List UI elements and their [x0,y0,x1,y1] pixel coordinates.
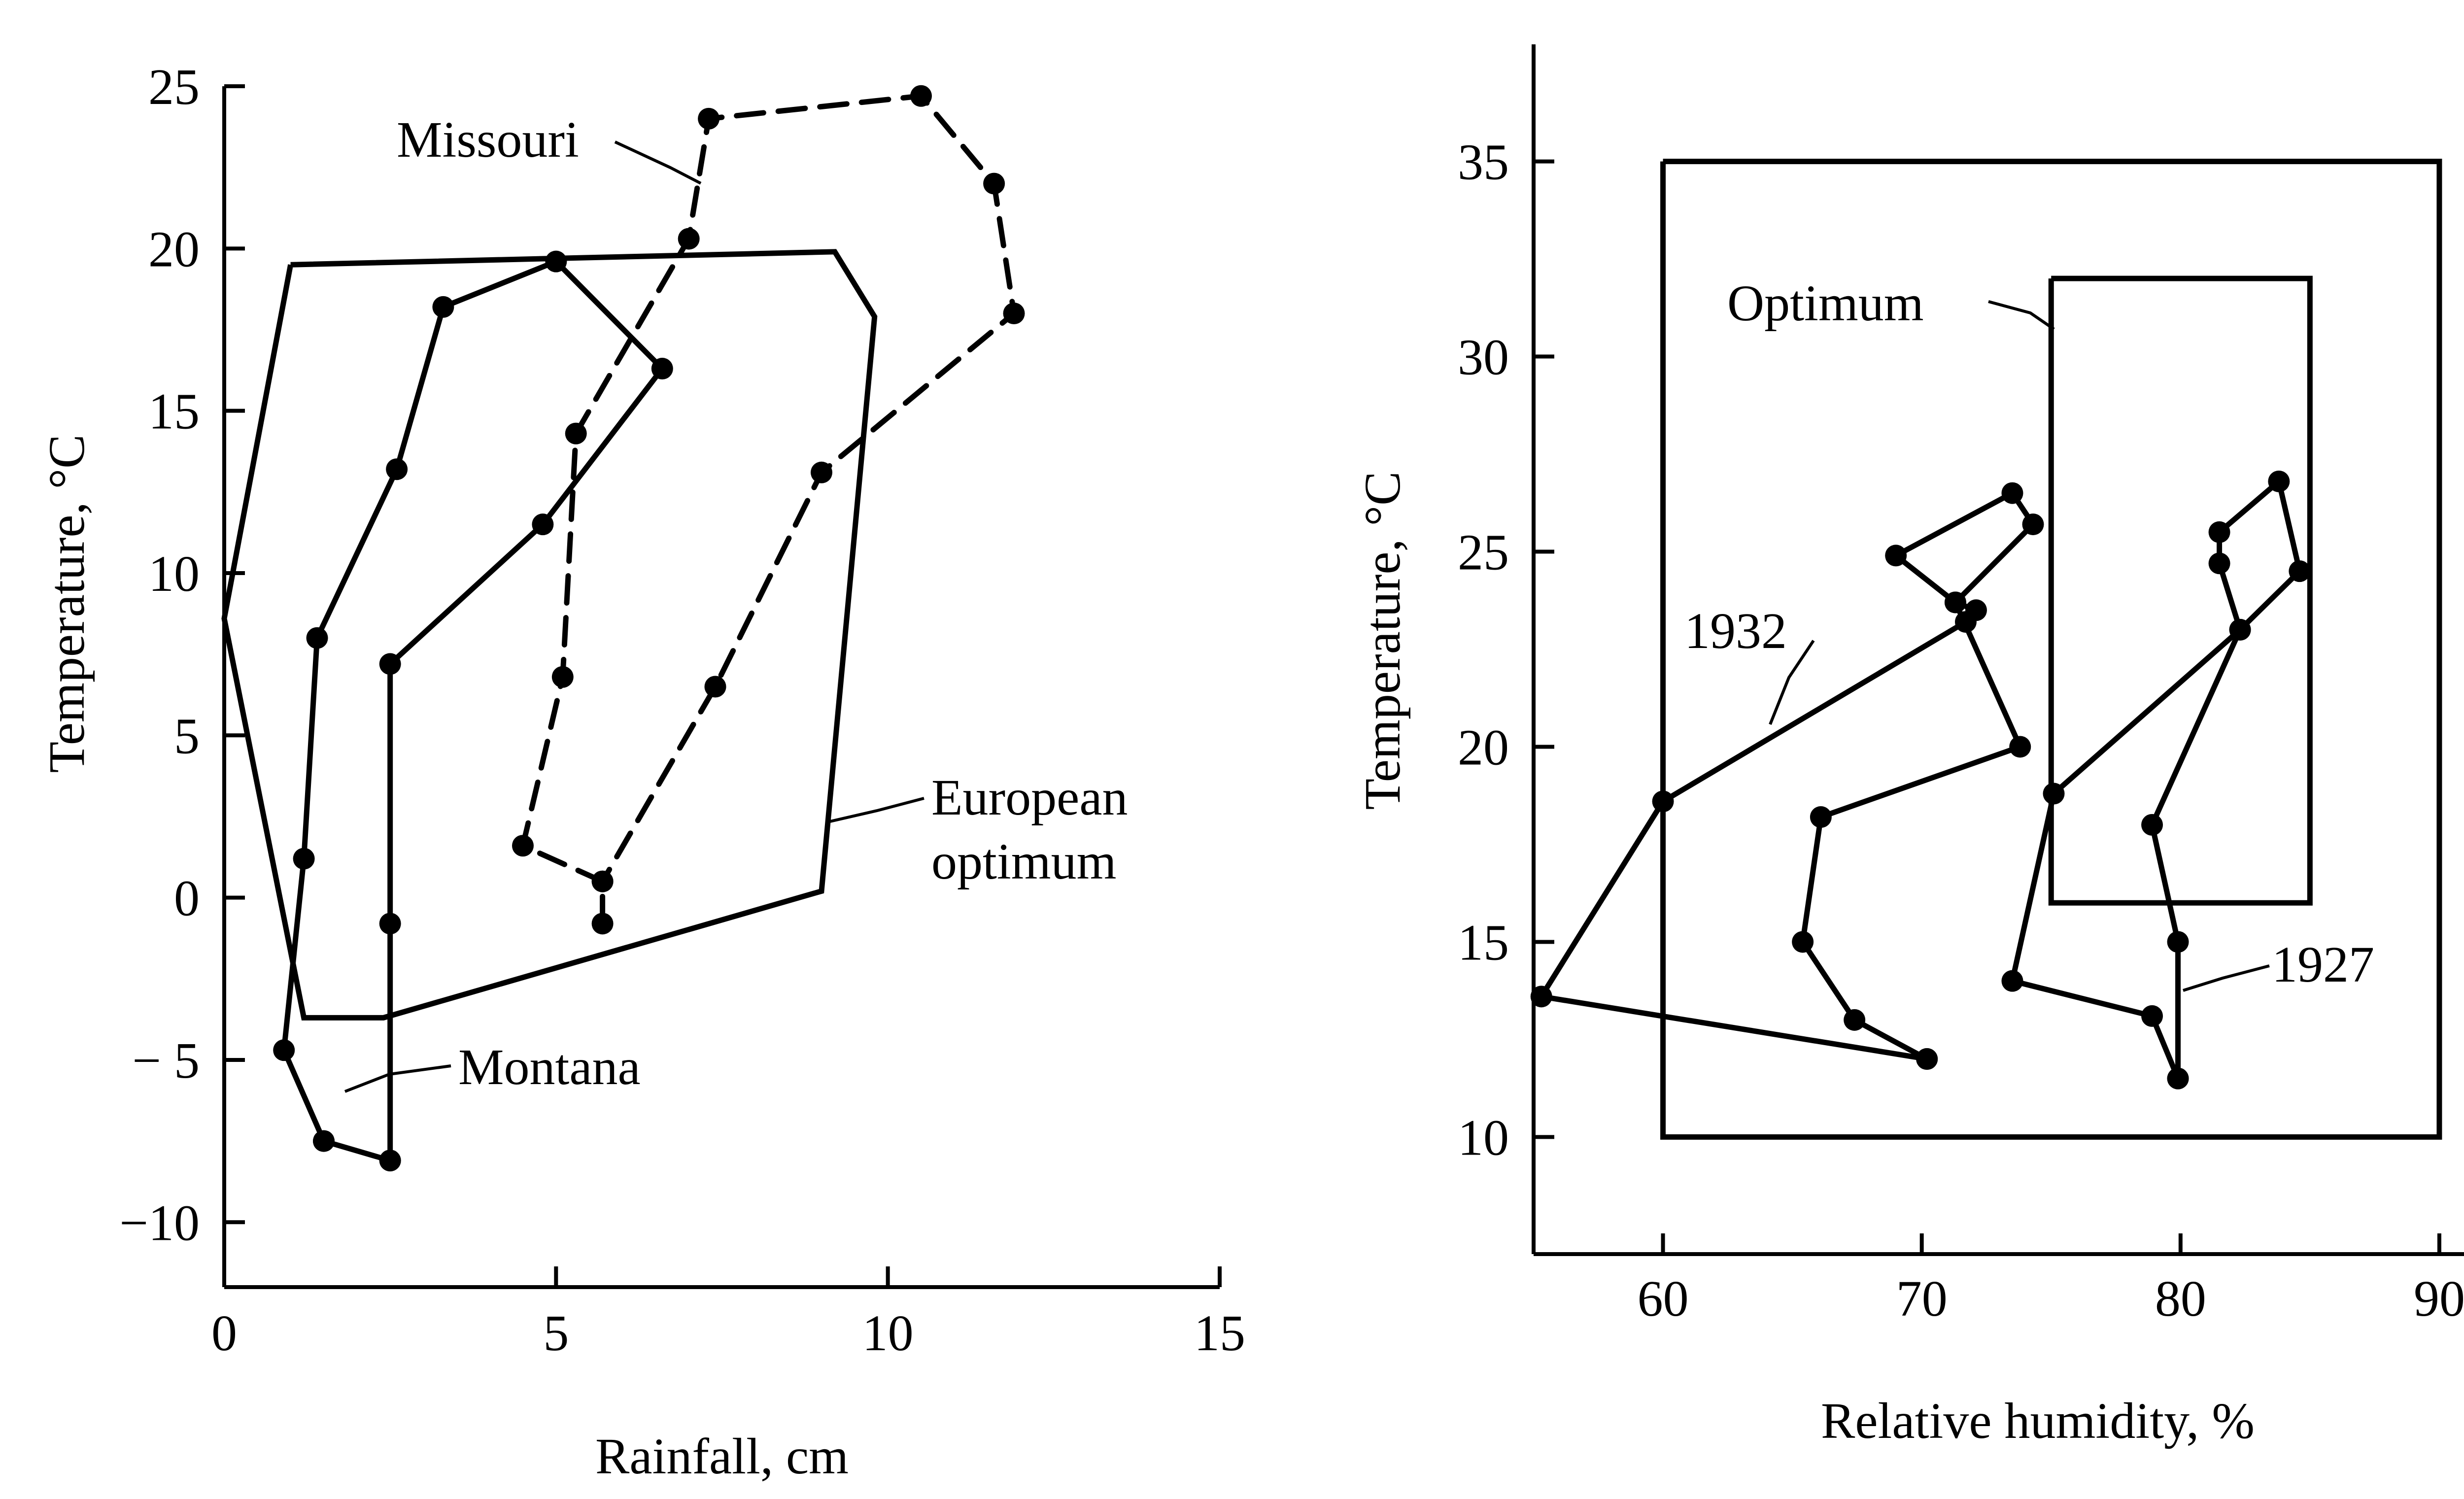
left-y-tick-label: 10 [148,545,200,602]
series-1932-point [1810,806,1832,828]
optimum-leader [1988,300,2055,331]
missouri-label: Missouri [397,111,579,168]
series-1932-point [1885,545,1907,567]
series-1932-point [2009,736,2031,758]
left-y-tick-label: − 5 [132,1032,200,1089]
rainfall-temperature-chart: 0 5 10 15 25 20 15 10 5 0 − 5 −10 Rainfall, cm Temp… [38,59,1245,1485]
series-missouri-point [565,422,587,444]
series-1927-point [2229,618,2251,641]
right-x-tick-label: 60 [1638,1270,1689,1327]
left-y-axis-title: Temperature, °C [38,435,95,773]
right-x-axis-title: Relative humidity, % [1821,1393,2255,1449]
leader-1932 [1769,640,1815,725]
left-y-tick-label: 20 [148,221,200,277]
series-missouri-point [678,228,700,250]
montana-label: Montana [458,1039,641,1095]
series-montana-point [651,358,673,380]
right-y-axis-title: Temperature, °C [1354,472,1411,810]
series-1927-point [2208,552,2230,575]
left-x-tick-label: 15 [1194,1305,1245,1362]
european-optimum-region [221,249,878,1021]
series-montana-point [273,1039,295,1061]
series-montana-point [313,1130,335,1152]
left-y-tick-label: 15 [148,383,200,440]
right-x-tick-label: 80 [2155,1270,2206,1327]
left-x-axis-title: Rainfall, cm [595,1428,849,1485]
series-missouri-point [704,676,726,698]
series-montana-point [379,653,401,675]
series-1927-point [2167,931,2189,953]
label-1932: 1932 [1684,603,1787,659]
series-1932-point [2001,482,2023,504]
series-montana-point [379,913,401,935]
series-1932-point [1944,591,1966,613]
series-montana-point [386,458,408,480]
european-optimum-label-line2: optimum [931,833,1117,890]
right-y-tick-label: 30 [1458,329,1509,386]
series-montana-point [293,848,315,870]
european-optimum-label-line1: European [931,769,1128,826]
series-missouri-point [591,913,614,935]
right-y-tick-label: 35 [1458,134,1509,191]
series-1932-point [1530,986,1552,1008]
series-missouri-point [512,835,534,857]
series-1927-point [2289,560,2311,582]
series-1932-point [1916,1048,1938,1070]
left-x-tick-label: 10 [862,1305,914,1362]
series-montana-point [306,627,328,649]
series-missouri-point [698,107,720,130]
right-y-tick-label: 10 [1458,1109,1509,1166]
series-1927-line [2009,478,2302,1082]
series-missouri-point [811,461,832,483]
leader-1927 [2183,964,2270,992]
right-y-tick-label: 15 [1458,914,1509,971]
series-missouri-point [551,666,574,688]
series-1927-point [2043,783,2065,805]
series-montana-point [532,513,554,536]
right-y-tick-label: 25 [1458,524,1509,581]
right-y-tick-label: 20 [1458,719,1509,776]
series-1932-point [1792,931,1814,953]
series-1927-point [2208,521,2230,543]
series-1932-point [1844,1009,1866,1031]
european-optimum-leader [827,797,924,823]
humidity-temperature-chart: 60 70 80 90 35 30 25 20 15 10 Relative humidity, … [1354,44,2464,1449]
series-missouri-point [1003,303,1025,325]
series-montana-point [432,296,454,318]
series-1927-point [2268,470,2290,492]
series-1932-point [2022,513,2044,536]
optimum-region [2048,275,2313,906]
missouri-leader [614,140,702,185]
series-missouri-point [591,870,614,892]
series-montana-line [281,259,665,1163]
left-x-tick-label: 5 [543,1305,569,1362]
right-x-tick-label: 90 [2414,1270,2464,1327]
series-1932-point [1652,790,1674,813]
series-1927-point [2167,1067,2189,1090]
left-y-tick-label: −10 [119,1194,200,1251]
series-1927-point [2141,1005,2163,1027]
series-missouri-point [910,85,932,107]
series-1932-line [1539,490,2036,1062]
left-y-tick-label: 0 [174,870,200,927]
series-missouri-point [983,172,1005,195]
series-1927-point [2001,970,2023,992]
series-montana-point [545,250,567,273]
series-montana-point [379,1150,401,1172]
series-1927-point [2141,814,2163,836]
left-y-tick-label: 5 [174,708,200,764]
optimum-label: Optimum [1727,275,1924,332]
label-1927: 1927 [2272,936,2374,993]
left-x-tick-label: 0 [211,1305,237,1362]
series-1932-point [1965,599,1987,621]
right-x-tick-label: 70 [1896,1270,1948,1327]
left-y-tick-label: 25 [148,59,200,115]
montana-leader [344,1064,451,1093]
